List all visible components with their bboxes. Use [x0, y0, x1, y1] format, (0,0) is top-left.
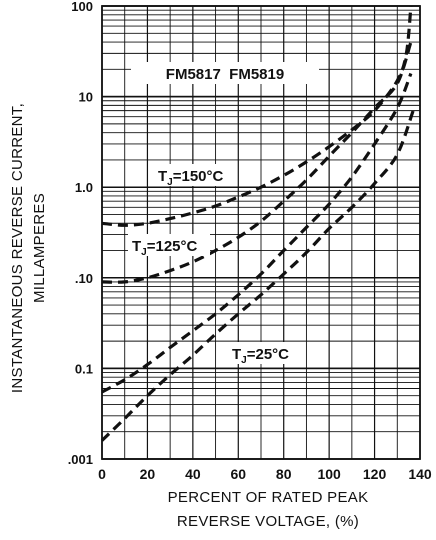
- y-tick-label: .001: [68, 452, 93, 467]
- x-tick-labels: 0 20 40 60 80 100 120 140: [98, 466, 432, 482]
- series-curve-3: [100, 110, 415, 442]
- y-tick-label: 0.1: [75, 361, 93, 376]
- part-number-annotation: FM5817 FM5819: [166, 66, 284, 83]
- annotation-bg: [131, 62, 319, 84]
- y-tick-label: .10: [75, 271, 93, 286]
- y-tick-label: 1.0: [75, 180, 93, 195]
- y-tick-label: 100: [71, 0, 93, 14]
- x-tick-label: 120: [363, 466, 387, 482]
- x-axis-title-line1: PERCENT OF RATED PEAK: [168, 489, 369, 506]
- x-tick-label: 20: [140, 466, 156, 482]
- series-curve-2: [101, 72, 413, 394]
- x-tick-label: 0: [98, 466, 106, 482]
- x-tick-label: 80: [276, 466, 292, 482]
- series-curve-0: [101, 5, 413, 227]
- series-label-text: TJ=125°C: [132, 238, 198, 258]
- plot-border: [101, 5, 421, 460]
- x-tick-label: 100: [317, 466, 341, 482]
- y-axis-title-line2: MILLAMPERES: [31, 193, 48, 303]
- series-label-3: TJ=25°C: [228, 342, 300, 366]
- series-label-bg: [228, 342, 300, 364]
- series-label-1: TJ=125°C: [128, 234, 210, 258]
- series-label-0: TJ=150°C: [154, 164, 236, 188]
- plot-frame: [101, 5, 421, 460]
- y-tick-labels: 100 10 1.0 .10 0.1 .001: [68, 0, 93, 467]
- x-tick-label: 140: [408, 466, 432, 482]
- series-labels: TJ=150°C TJ=125°C TJ=25°C: [128, 164, 300, 366]
- y-tick-label: 10: [79, 90, 93, 105]
- series-label-text: TJ=25°C: [232, 346, 289, 366]
- x-tick-label: 40: [185, 466, 201, 482]
- series-label-bg: [154, 164, 236, 186]
- x-axis-title-line2: REVERSE VOLTAGE, (%): [177, 513, 359, 530]
- series-curves: [100, 5, 415, 442]
- series-label-text: TJ=150°C: [158, 168, 224, 188]
- x-tick-label: 60: [230, 466, 246, 482]
- series-curve-1: [101, 41, 413, 284]
- y-axis-title-line1: INSTANTANEOUS REVERSE CURRENT,: [9, 103, 26, 393]
- series-label-bg: [128, 234, 210, 256]
